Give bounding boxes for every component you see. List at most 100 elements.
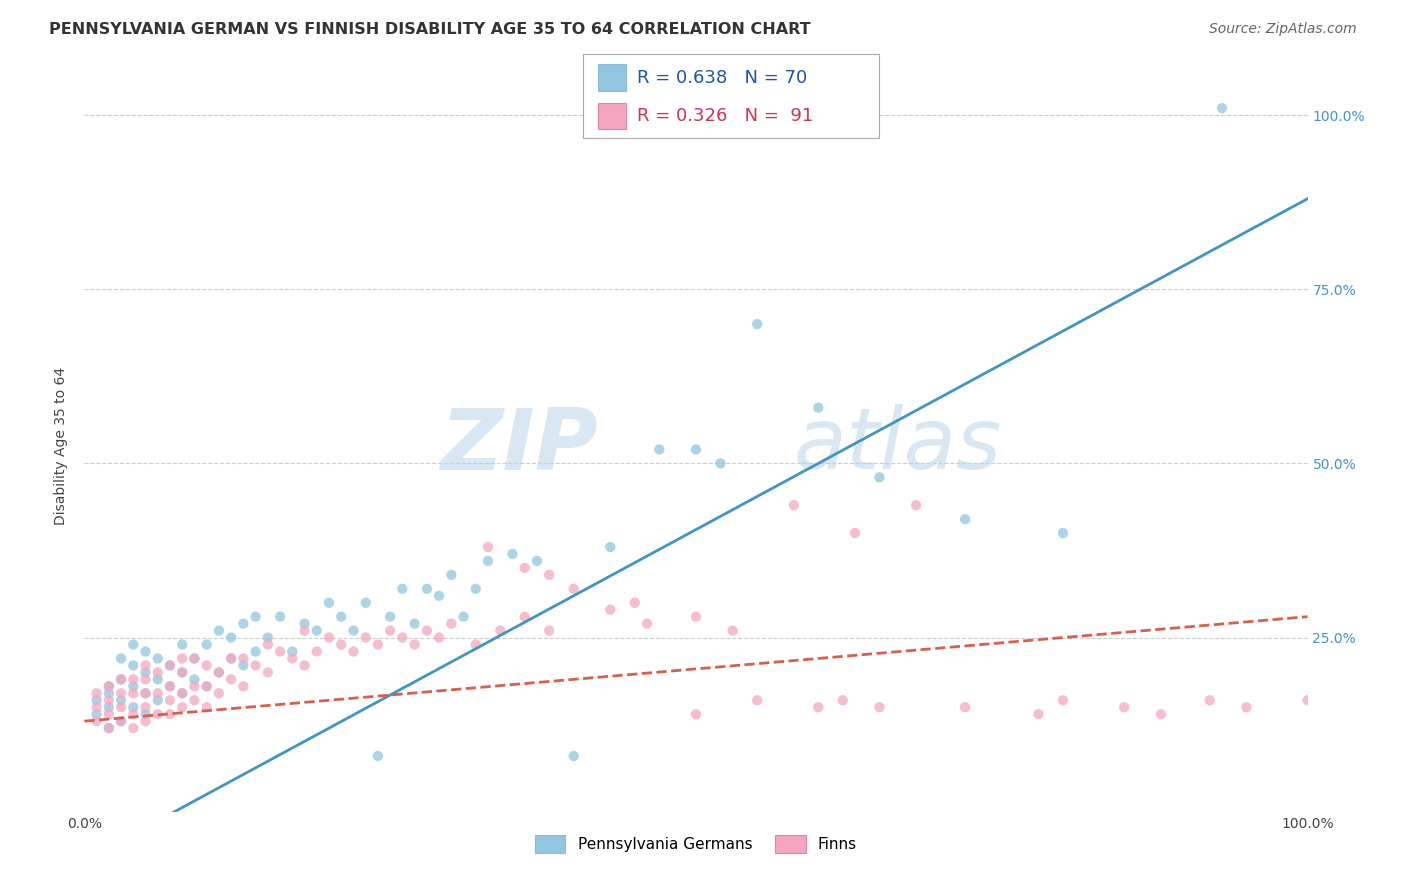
Point bbox=[172, 638, 194, 652]
Point bbox=[783, 498, 806, 512]
Point bbox=[159, 679, 181, 693]
Point bbox=[110, 700, 132, 714]
Point bbox=[183, 693, 205, 707]
Point bbox=[208, 686, 231, 700]
Point bbox=[135, 673, 157, 687]
Point bbox=[172, 665, 194, 680]
Point bbox=[427, 589, 450, 603]
Point bbox=[86, 686, 108, 700]
Point bbox=[391, 582, 413, 596]
Point bbox=[526, 554, 548, 568]
Point bbox=[440, 616, 463, 631]
Point bbox=[1296, 693, 1319, 707]
Point bbox=[219, 673, 242, 687]
Point bbox=[477, 540, 499, 554]
Point bbox=[1052, 526, 1074, 541]
Point bbox=[219, 631, 242, 645]
Point bbox=[1114, 700, 1136, 714]
Point bbox=[146, 651, 169, 665]
Point bbox=[159, 658, 181, 673]
Point bbox=[953, 700, 976, 714]
Point bbox=[122, 686, 145, 700]
Point bbox=[305, 644, 328, 658]
Point bbox=[380, 609, 402, 624]
Point bbox=[195, 679, 218, 693]
Point bbox=[305, 624, 328, 638]
Point bbox=[122, 658, 145, 673]
Point bbox=[135, 658, 157, 673]
Point bbox=[709, 457, 731, 471]
Point bbox=[1150, 707, 1173, 722]
Point bbox=[624, 596, 647, 610]
Point bbox=[869, 470, 891, 484]
Point bbox=[110, 651, 132, 665]
Point bbox=[97, 686, 120, 700]
Point bbox=[232, 658, 254, 673]
Point bbox=[135, 686, 157, 700]
Point bbox=[232, 616, 254, 631]
Point bbox=[97, 693, 120, 707]
Point bbox=[477, 554, 499, 568]
Point bbox=[86, 714, 108, 728]
Point bbox=[122, 679, 145, 693]
Text: atlas: atlas bbox=[794, 404, 1002, 488]
Point bbox=[172, 686, 194, 700]
Point bbox=[538, 567, 561, 582]
Point bbox=[146, 665, 169, 680]
Point bbox=[86, 700, 108, 714]
Point bbox=[172, 686, 194, 700]
Point bbox=[354, 631, 377, 645]
Point bbox=[538, 624, 561, 638]
Point bbox=[122, 707, 145, 722]
Point bbox=[135, 686, 157, 700]
Point bbox=[1211, 101, 1233, 115]
Y-axis label: Disability Age 35 to 64: Disability Age 35 to 64 bbox=[55, 367, 69, 525]
Point bbox=[195, 679, 218, 693]
Point bbox=[195, 700, 218, 714]
Point bbox=[97, 679, 120, 693]
Point bbox=[159, 707, 181, 722]
Point bbox=[257, 665, 280, 680]
Point bbox=[318, 631, 340, 645]
Point bbox=[208, 665, 231, 680]
Point bbox=[562, 582, 585, 596]
Point bbox=[183, 651, 205, 665]
Point bbox=[416, 582, 439, 596]
Point bbox=[257, 638, 280, 652]
Point bbox=[831, 693, 853, 707]
Point bbox=[135, 644, 157, 658]
Point bbox=[122, 673, 145, 687]
Point bbox=[110, 714, 132, 728]
Point bbox=[135, 714, 157, 728]
Point bbox=[159, 679, 181, 693]
Point bbox=[1052, 693, 1074, 707]
Text: R = 0.326   N =  91: R = 0.326 N = 91 bbox=[637, 107, 813, 125]
Point bbox=[844, 526, 866, 541]
Point bbox=[146, 686, 169, 700]
Point bbox=[294, 624, 316, 638]
Point bbox=[195, 638, 218, 652]
Point bbox=[416, 624, 439, 638]
Point bbox=[367, 749, 389, 764]
Point bbox=[807, 401, 830, 415]
Point bbox=[281, 651, 304, 665]
Point bbox=[86, 707, 108, 722]
Point bbox=[367, 638, 389, 652]
Point bbox=[489, 624, 512, 638]
Point bbox=[183, 673, 205, 687]
Point bbox=[159, 658, 181, 673]
Legend: Pennsylvania Germans, Finns: Pennsylvania Germans, Finns bbox=[529, 829, 863, 859]
Point bbox=[440, 567, 463, 582]
Point bbox=[257, 631, 280, 645]
Point bbox=[122, 700, 145, 714]
Point bbox=[269, 609, 291, 624]
Point bbox=[1028, 707, 1050, 722]
Point bbox=[135, 700, 157, 714]
Text: Source: ZipAtlas.com: Source: ZipAtlas.com bbox=[1209, 22, 1357, 37]
Point bbox=[453, 609, 475, 624]
Point bbox=[183, 679, 205, 693]
Point bbox=[232, 651, 254, 665]
Point bbox=[318, 596, 340, 610]
Point bbox=[648, 442, 671, 457]
Point bbox=[219, 651, 242, 665]
